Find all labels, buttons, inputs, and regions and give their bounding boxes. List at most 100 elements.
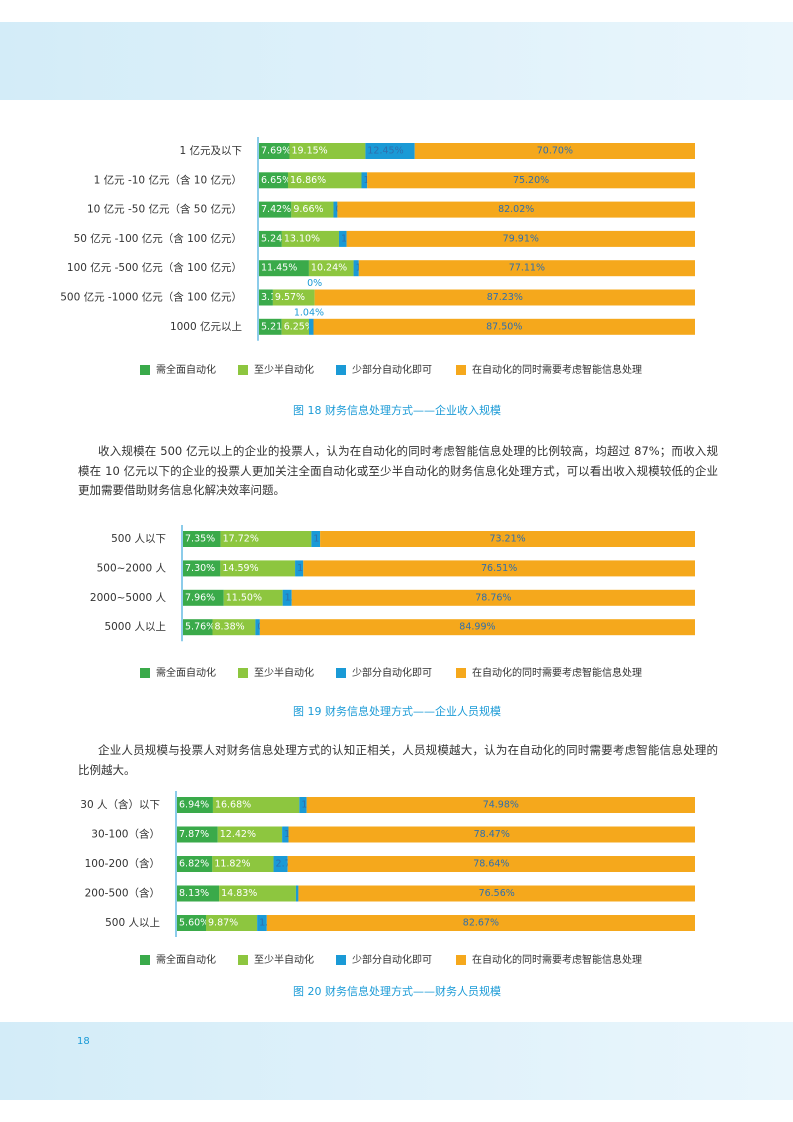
bar-segment: [183, 531, 221, 547]
bar-segment: [259, 230, 282, 247]
legend-label: 需全面自动化: [156, 666, 216, 679]
category-label: 30-100（含）: [91, 828, 160, 841]
bar-segment: [291, 589, 695, 606]
bar-segment: [299, 797, 307, 813]
data-label: 5.24%: [261, 233, 291, 244]
data-label: 9.57%: [275, 292, 305, 303]
data-label: 12.42%: [220, 829, 256, 840]
bar-segment: [320, 531, 695, 547]
bar-segment: [346, 230, 695, 247]
legend-swatch: [336, 668, 346, 678]
legend-swatch: [456, 365, 466, 375]
data-label: 75.20%: [513, 175, 549, 186]
bar-segment: [287, 856, 695, 872]
category-label: 1 亿元及以下: [179, 144, 242, 157]
figure-caption: 图 19 财务信息处理方式——企业人员规模: [293, 704, 501, 718]
data-label: 7.42%: [261, 204, 291, 215]
bar-segment: [206, 915, 258, 931]
bar-segment: [259, 260, 309, 277]
legend-label: 在自动化的同时需要考虑智能信息处理: [472, 666, 642, 679]
page-number: 18: [77, 1036, 90, 1047]
paragraph: 企业人员规模与投票人对财务信息处理方式的认知正相关，人员规模越大，认为在自动化的…: [78, 743, 718, 777]
data-label: 17.72%: [223, 534, 259, 545]
data-label: 8.13%: [179, 888, 209, 899]
legend-label: 在自动化的同时需要考虑智能信息处理: [472, 953, 642, 966]
bar-segment: [295, 560, 304, 577]
bar-segment: [353, 260, 359, 277]
bar-segment: [223, 589, 283, 606]
bar-segment: [259, 172, 288, 189]
legend-label: 至少半自动化: [254, 953, 314, 966]
legend-swatch: [238, 668, 248, 678]
bar-segment: [212, 856, 274, 872]
bar-segment: [358, 260, 695, 277]
legend-label: 少部分自动化即可: [352, 953, 432, 966]
category-label: 2000~5000 人: [90, 592, 167, 604]
data-label: 77.11%: [509, 263, 545, 274]
data-label: 76.51%: [481, 563, 517, 574]
bar-segment: [259, 201, 292, 218]
data-label: 19.15%: [291, 146, 327, 157]
data-label: 16.86%: [290, 175, 326, 186]
bar-segment: [217, 826, 283, 843]
data-label: 78.76%: [475, 592, 511, 603]
data-label: 7.30%: [185, 563, 215, 574]
legend-label: 少部分自动化即可: [352, 666, 432, 679]
data-label: 7.69%: [261, 146, 291, 157]
legend-swatch: [140, 365, 150, 375]
category-label: 30 人（含）以下: [80, 798, 160, 811]
category-label: 500~2000 人: [97, 562, 167, 574]
footer-band: [0, 1022, 793, 1100]
bar-segment: [282, 589, 292, 606]
bar-segment: [272, 289, 315, 306]
category-label: 1 亿元 -10 亿元（含 10 亿元）: [94, 173, 242, 186]
bar-segment: [281, 230, 339, 247]
bar-segment: [367, 172, 695, 189]
bar-segment: [333, 201, 338, 218]
data-label: 73.21%: [489, 534, 525, 545]
bar-segment: [220, 560, 296, 577]
bar-segment: [183, 619, 213, 636]
data-label: 5.76%: [185, 622, 215, 633]
category-label: 10 亿元 -50 亿元（含 50 亿元）: [87, 203, 242, 216]
data-label: 9.66%: [293, 204, 323, 215]
data-label: 79.91%: [503, 233, 539, 244]
category-label: 500 人以下: [111, 533, 166, 545]
bar-segment: [273, 856, 288, 872]
header-band: [0, 22, 793, 100]
data-label: 70.70%: [537, 146, 573, 157]
bar-segment: [183, 589, 224, 606]
data-label: 16.68%: [215, 800, 251, 811]
bar-segment: [177, 856, 213, 872]
bar-segment: [266, 915, 695, 931]
bar-segment: [365, 143, 415, 159]
bar-segment: [313, 318, 695, 335]
category-label: 200-500（含）: [85, 887, 160, 900]
category-label: 100-200（含）: [85, 857, 160, 870]
data-label: 5.60%: [179, 918, 209, 929]
data-label: 7.87%: [179, 829, 209, 840]
data-label: 87.23%: [487, 292, 523, 303]
legend-swatch: [238, 955, 248, 965]
bar-segment: [287, 172, 362, 189]
legend-label: 至少半自动化: [254, 363, 314, 376]
data-label: 78.64%: [473, 859, 509, 870]
data-label: 6.82%: [179, 859, 209, 870]
data-label: 87.50%: [486, 321, 522, 332]
legend-swatch: [140, 955, 150, 965]
data-label: 10.24%: [311, 263, 347, 274]
bar-segment: [308, 260, 354, 277]
figure-caption: 图 18 财务信息处理方式——企业收入规模: [293, 403, 501, 417]
bar-segment: [177, 797, 213, 813]
data-label: 11.82%: [214, 859, 250, 870]
legend-swatch: [238, 365, 248, 375]
bar-segment: [288, 826, 695, 843]
category-label: 500 人以上: [105, 917, 160, 929]
bar-segment: [219, 885, 296, 902]
data-label: 0%: [307, 278, 322, 289]
bar-segment: [311, 531, 321, 547]
bar-segment: [257, 915, 267, 931]
bar-segment: [291, 201, 334, 218]
category-label: 1000 亿元以上: [170, 320, 242, 333]
